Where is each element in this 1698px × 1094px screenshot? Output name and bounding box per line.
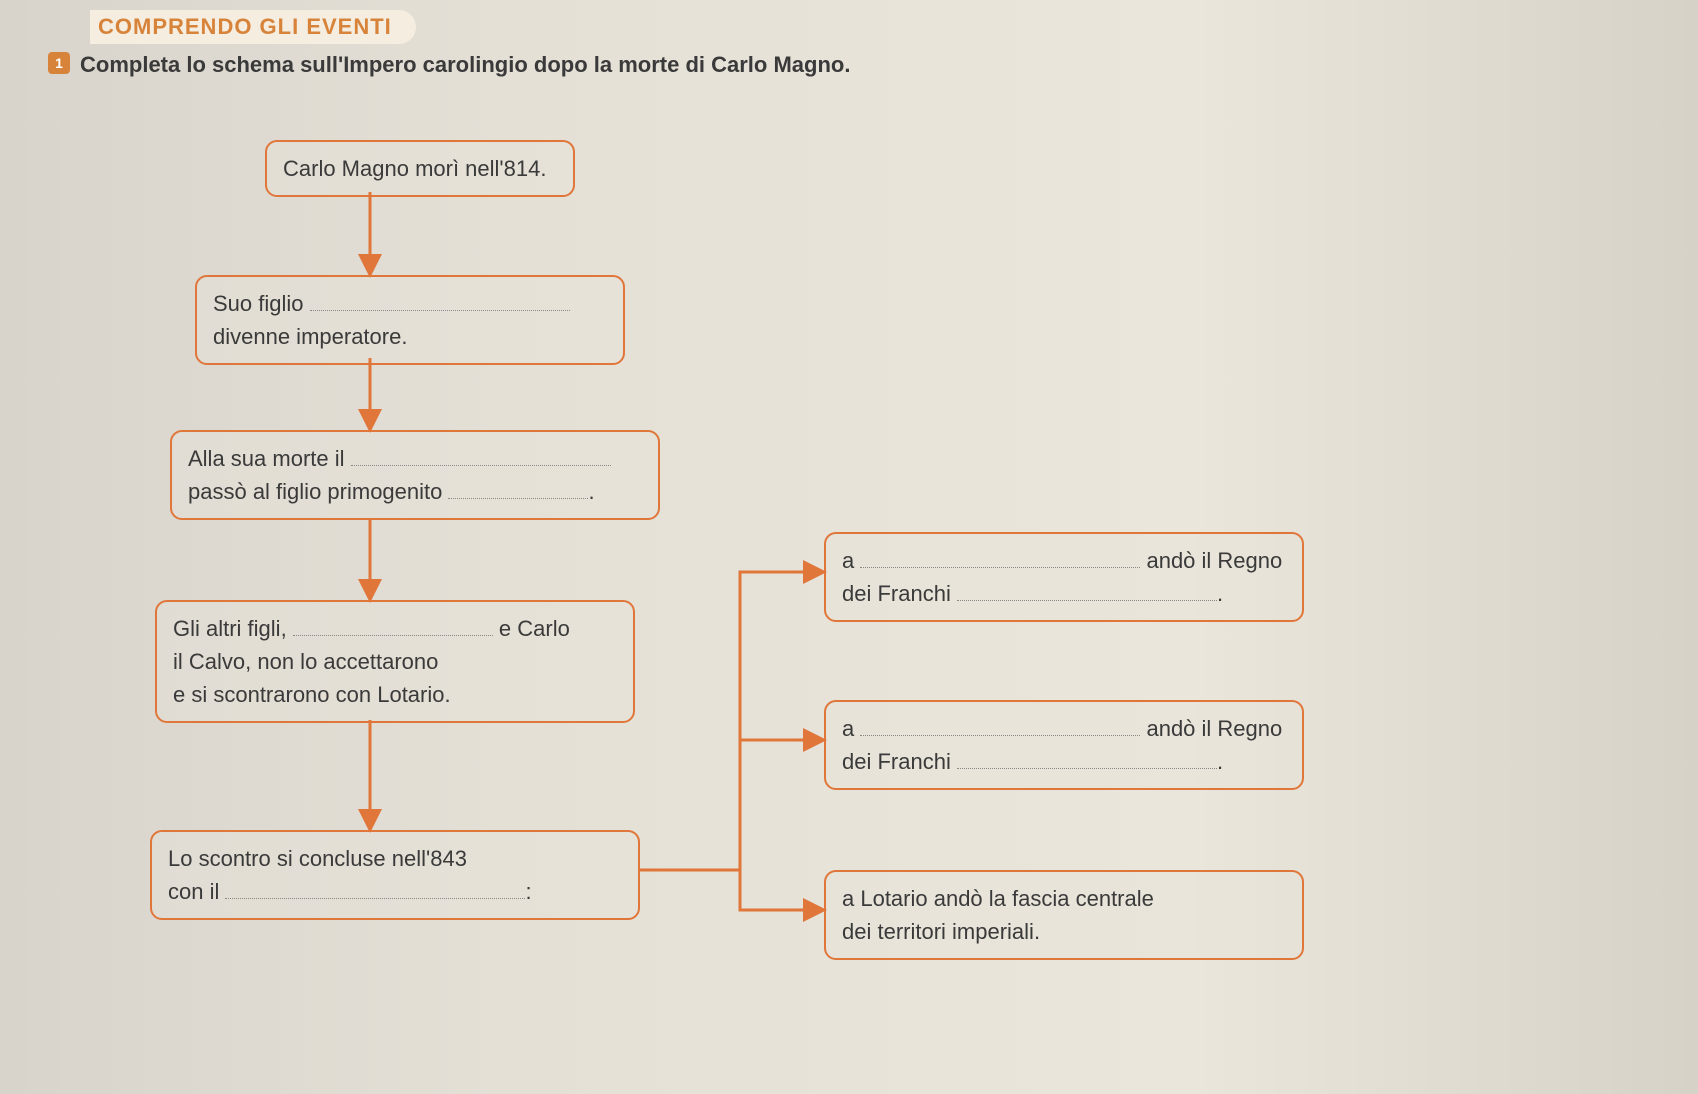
section-title: COMPRENDO GLI EVENTI [90,10,416,44]
node-death-succession: Alla sua morte il passò al figlio primog… [170,430,660,520]
text-post: e Carlo [493,616,570,641]
text-post: divenne imperatore. [213,324,407,349]
instruction-text: Completa lo schema sull'Impero carolingi… [80,52,850,78]
fill-blank[interactable] [310,289,570,311]
fill-blank[interactable] [860,546,1140,568]
text-line2-post: . [588,479,594,504]
fill-blank[interactable] [225,877,525,899]
text-line2-pre: passò al figlio primogenito [188,479,448,504]
node-text: Carlo Magno morì nell'814. [283,156,546,181]
fill-blank[interactable] [957,579,1217,601]
header: COMPRENDO GLI EVENTI 1 Completa lo schem… [90,10,850,78]
text-line2: dei territori imperiali. [842,919,1040,944]
fill-blank[interactable] [351,444,611,466]
text-pre: a [842,548,860,573]
instruction-row: 1 Completa lo schema sull'Impero carolin… [90,52,850,78]
text-mid: andò il Regno [1140,548,1282,573]
text-line2-pre: con il [168,879,225,904]
text-line3: e si scontrarono con Lotario. [173,682,451,707]
fill-blank[interactable] [957,747,1217,769]
text-line2-pre: dei Franchi [842,581,957,606]
exercise-number-badge: 1 [48,52,70,74]
text-line2-post: . [1217,749,1223,774]
node-son-emperor: Suo figlio divenne imperatore. [195,275,625,365]
text-line2: il Calvo, non lo accettarono [173,649,438,674]
node-start: Carlo Magno morì nell'814. [265,140,575,197]
text-pre: Gli altri figli, [173,616,293,641]
text-line2-pre: dei Franchi [842,749,957,774]
node-result-franks-1: a andò il Regno dei Franchi . [824,532,1304,622]
text-mid: andò il Regno [1140,716,1282,741]
text-line2-post: . [1217,581,1223,606]
fill-blank[interactable] [448,477,588,499]
node-conclusion: Lo scontro si concluse nell'843 con il : [150,830,640,920]
text-line1: a Lotario andò la fascia centrale [842,886,1154,911]
text-pre: a [842,716,860,741]
fill-blank[interactable] [293,614,493,636]
fill-blank[interactable] [860,714,1140,736]
node-other-sons: Gli altri figli, e Carlo il Calvo, non l… [155,600,635,723]
node-result-lotario: a Lotario andò la fascia centrale dei te… [824,870,1304,960]
text-pre: Suo figlio [213,291,310,316]
node-result-franks-2: a andò il Regno dei Franchi . [824,700,1304,790]
text-line1: Lo scontro si concluse nell'843 [168,846,467,871]
text-pre: Alla sua morte il [188,446,351,471]
text-line2-post: : [525,879,531,904]
